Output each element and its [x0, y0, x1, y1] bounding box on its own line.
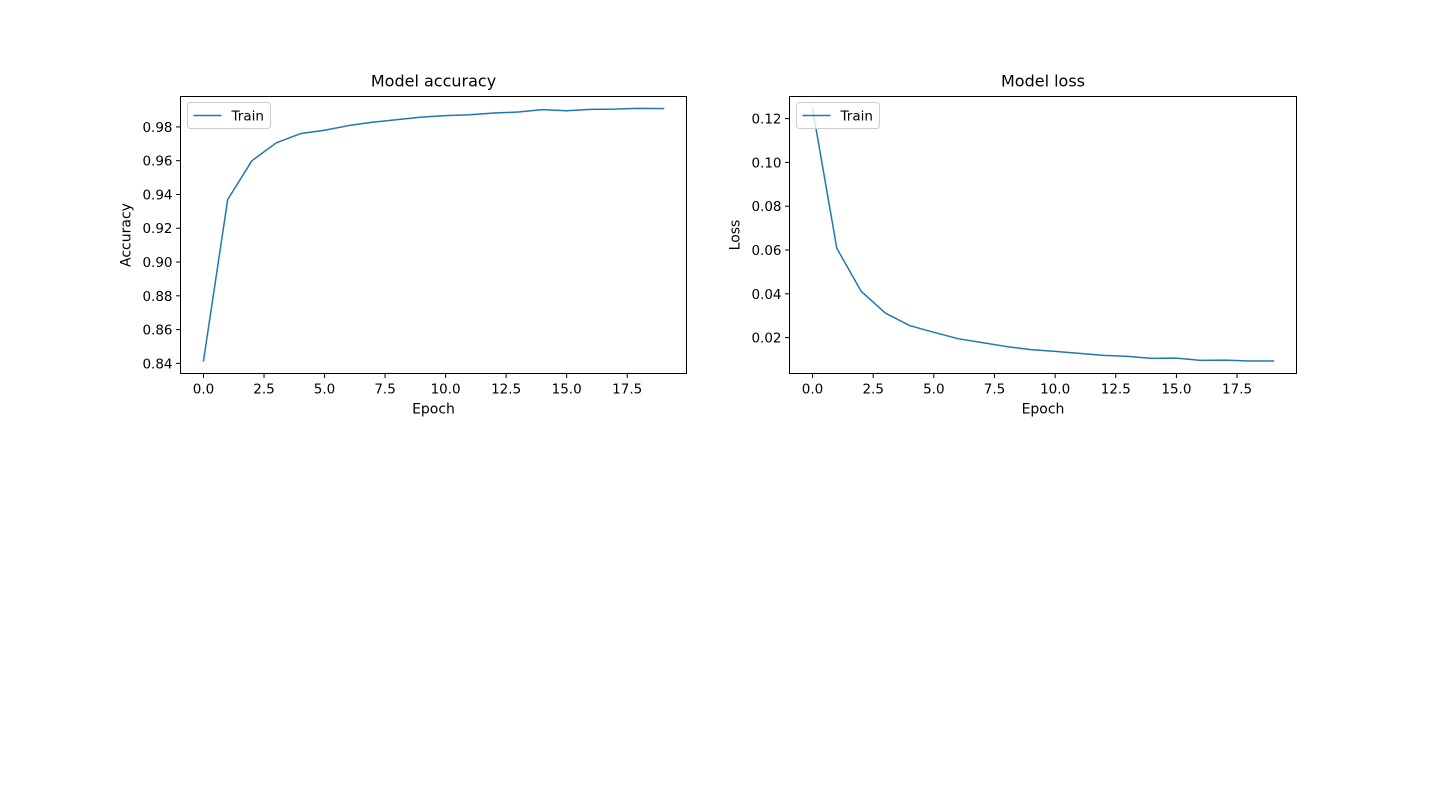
x-tick-label: 0.0 [193, 382, 214, 398]
chart-title: Model accuracy [371, 72, 496, 91]
x-tick-label: 7.5 [984, 382, 1005, 398]
y-tick-label: 0.92 [142, 221, 172, 237]
y-tick-label: 0.10 [751, 155, 781, 171]
x-tick-label: 12.5 [491, 382, 521, 398]
y-tick-label: 0.08 [751, 199, 781, 215]
chart-panel-1: 0.0 2.5 5.0 7.5 10.0 12.5 15.0 17.5 0.84 0.86 0.88… [119, 72, 687, 418]
x-tick-label: 10.0 [431, 382, 461, 398]
y-tick-label: 0.90 [142, 255, 172, 271]
series-line-train [811, 107, 1275, 362]
y-axis-label: Accuracy [119, 203, 135, 267]
x-axis-label: Epoch [412, 402, 455, 418]
plot-area [180, 96, 687, 374]
y-tick-label: 0.88 [142, 289, 172, 305]
x-tick-label: 12.5 [1101, 382, 1131, 398]
x-tick-label: 5.0 [923, 382, 944, 398]
x-tick-label: 15.0 [552, 382, 582, 398]
legend-box [187, 102, 271, 129]
plot-area [789, 96, 1297, 374]
legend: Train [187, 102, 271, 129]
y-tick-label: 0.04 [751, 287, 781, 303]
x-tick-label: 17.5 [612, 382, 642, 398]
chart-panel-2: 0.0 2.5 5.0 7.5 10.0 12.5 15.0 17.5 0.02 0.04 0.06… [728, 72, 1297, 418]
axes-frame [180, 96, 687, 374]
y-tick-label: 0.96 [142, 154, 172, 170]
series-line-train [202, 107, 665, 362]
y-tick-label: 0.98 [142, 120, 172, 136]
y-tick-label: 0.02 [751, 331, 781, 347]
x-tick-label: 17.5 [1222, 382, 1252, 398]
y-tick-label: 0.94 [142, 187, 172, 203]
axes-frame [789, 96, 1297, 374]
x-tick-label: 0.0 [802, 382, 823, 398]
legend-box [796, 102, 880, 129]
x-tick-label: 2.5 [862, 382, 883, 398]
y-tick-label: 0.06 [751, 243, 781, 259]
x-tick-label: 15.0 [1161, 382, 1191, 398]
legend-label: Train [840, 109, 873, 125]
y-tick-label: 0.86 [142, 323, 172, 339]
x-tick-label: 10.0 [1040, 382, 1070, 398]
y-tick-label: 0.84 [142, 356, 172, 372]
x-tick-label: 2.5 [253, 382, 274, 398]
x-tick-label: 7.5 [374, 382, 395, 398]
y-axis-label: Loss [728, 220, 744, 251]
x-axis-label: Epoch [1022, 402, 1065, 418]
legend: Train [796, 102, 880, 129]
legend-label: Train [231, 109, 264, 125]
chart-title: Model loss [1001, 72, 1085, 91]
y-tick-label: 0.12 [751, 112, 781, 128]
x-tick-label: 5.0 [314, 382, 335, 398]
